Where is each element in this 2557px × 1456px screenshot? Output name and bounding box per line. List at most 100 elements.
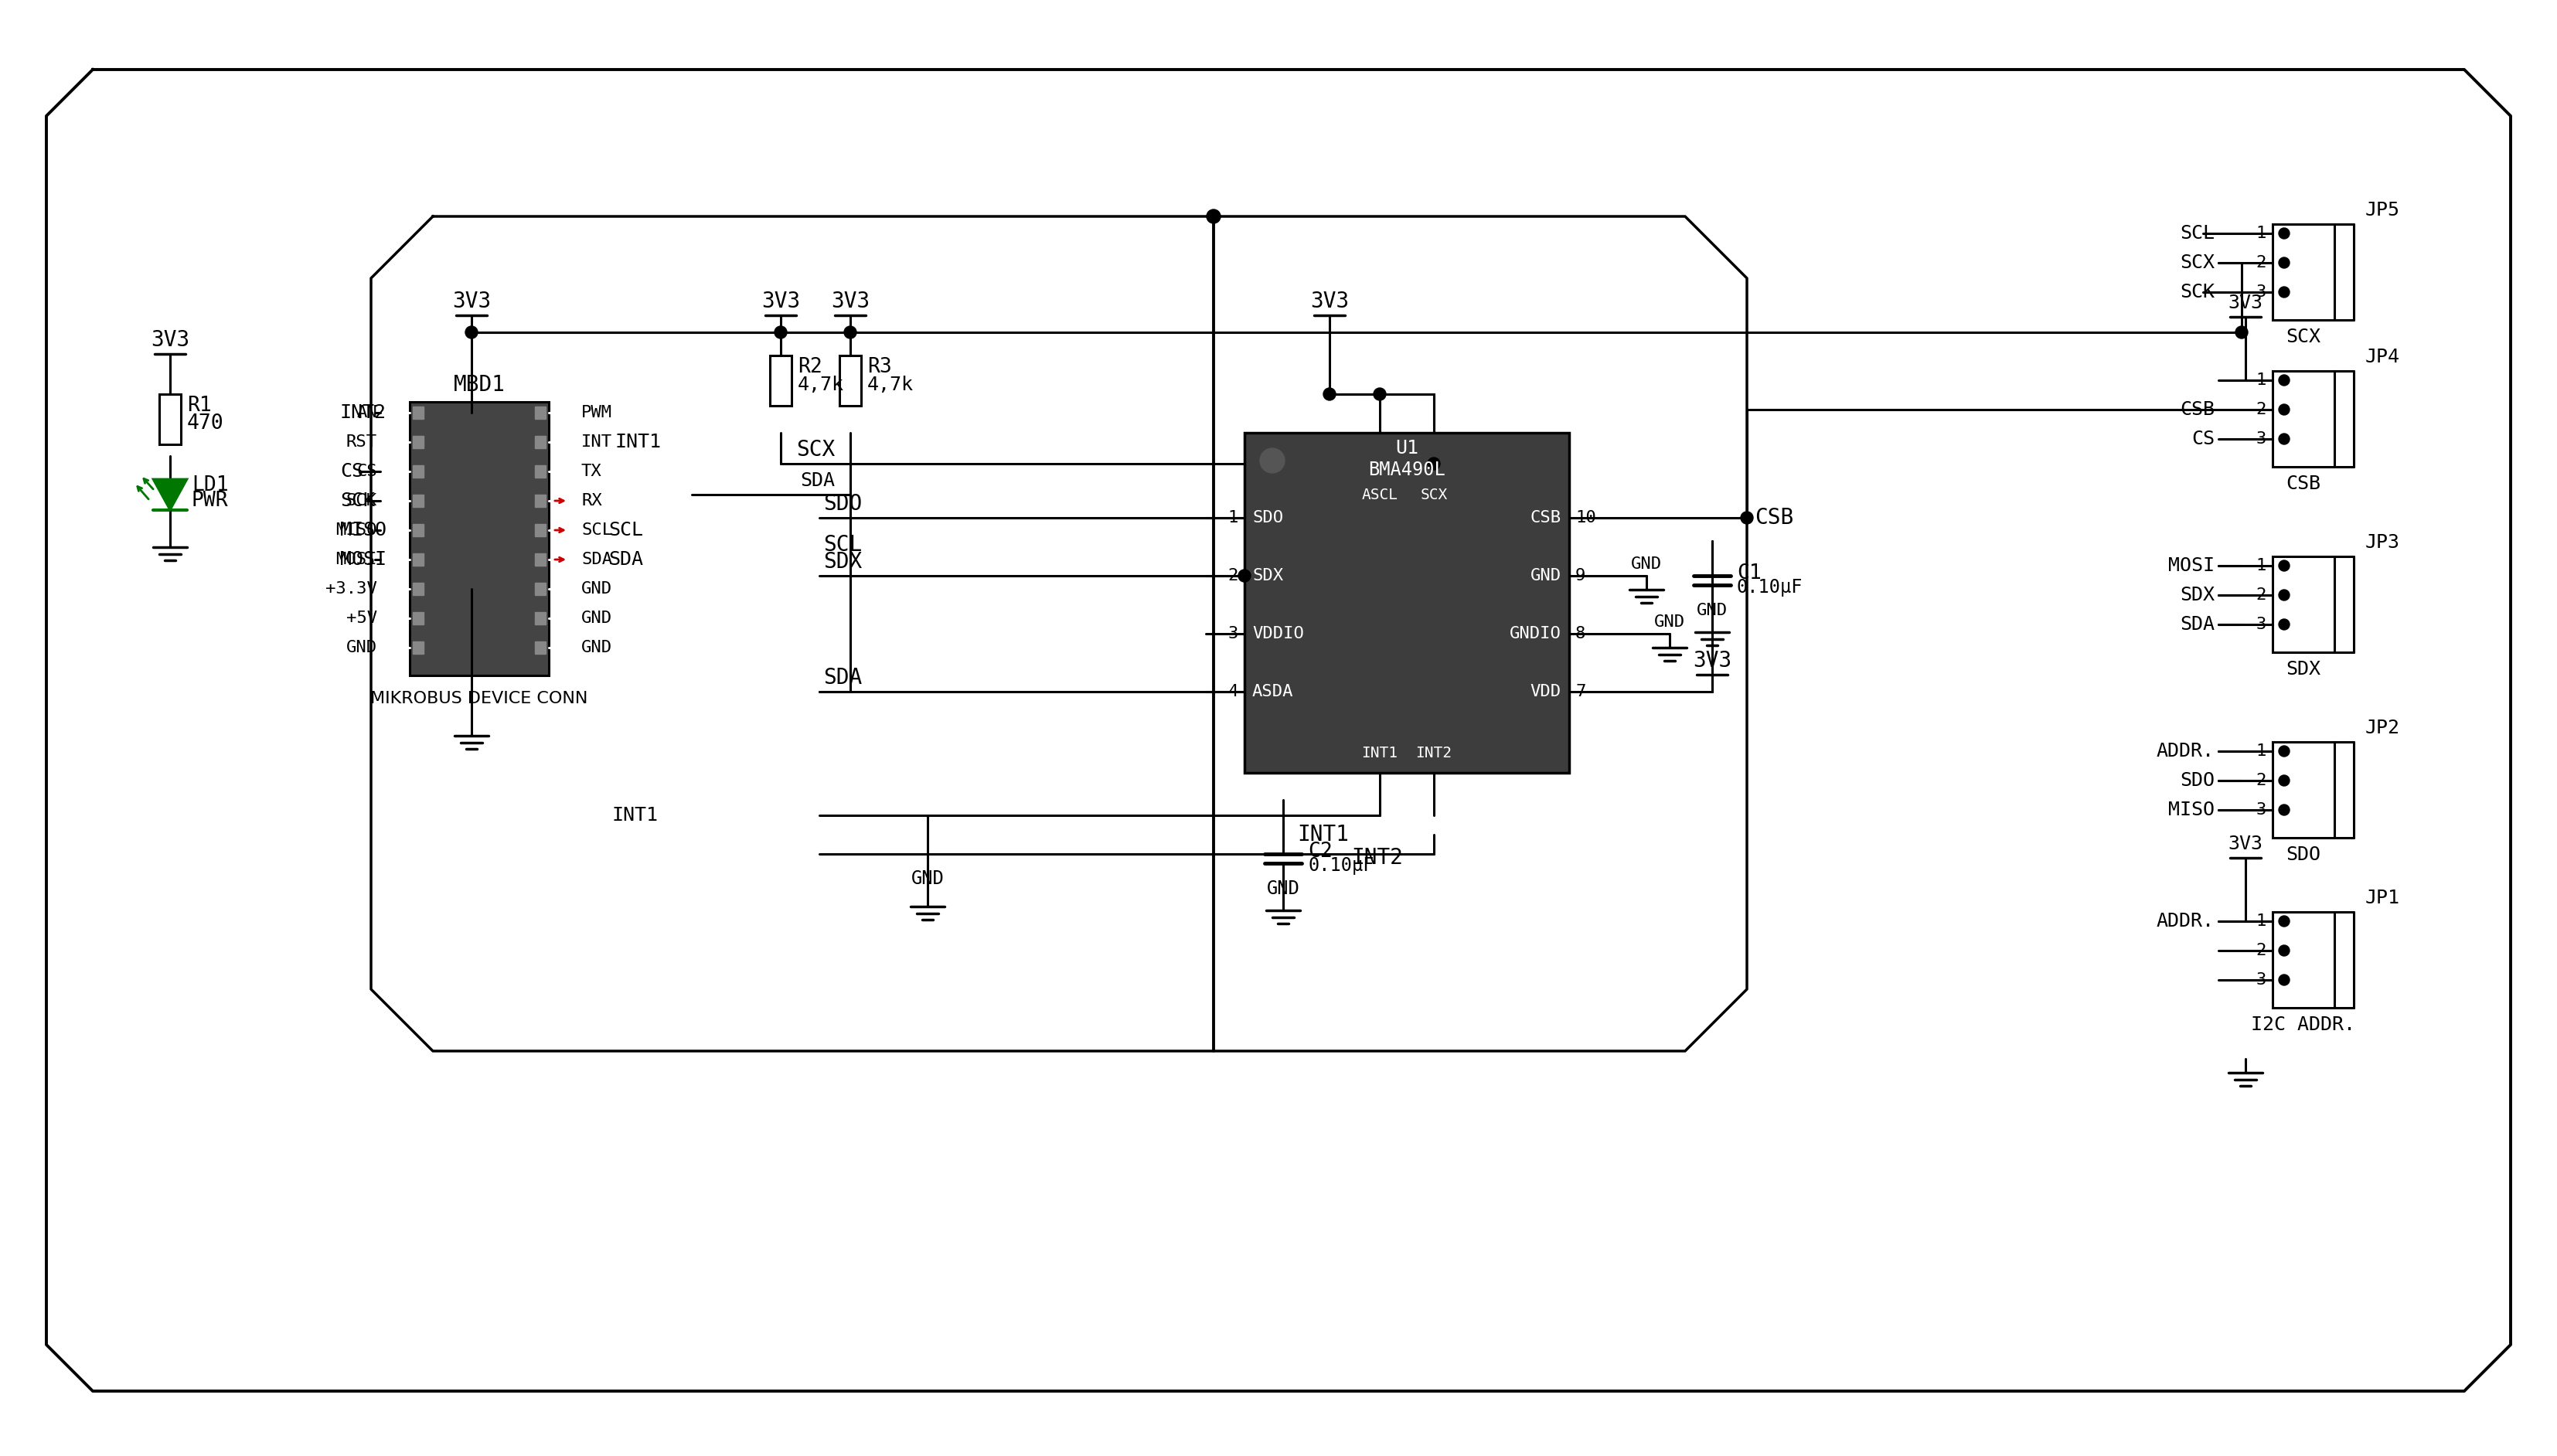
Bar [412,406,424,419]
Text: +3.3V: +3.3V [325,581,378,597]
Text: INT1: INT1 [611,807,660,824]
Text: SDO: SDO [2179,772,2214,789]
Bar [412,582,424,596]
Text: 1: 1 [2255,373,2266,387]
Text: SCK: SCK [340,492,376,510]
Text: RX: RX [580,494,601,508]
Text: 2: 2 [1227,568,1238,584]
Text: 3V3: 3V3 [453,291,491,312]
Text: 0.10μF: 0.10μF [1736,578,1803,597]
Text: 4: 4 [1227,684,1238,699]
Text: 3: 3 [2255,617,2266,632]
Text: GND: GND [345,639,378,655]
Bar [2273,743,2335,837]
Text: LD1: LD1 [192,475,228,495]
Circle shape [2278,916,2289,926]
Text: 1: 1 [2255,226,2266,242]
Text: ASCL: ASCL [1360,488,1399,502]
Text: 1: 1 [2255,744,2266,759]
Bar [2273,224,2335,320]
Bar [534,495,545,507]
Circle shape [1325,387,1335,400]
Text: SCX: SCX [795,438,836,460]
Text: MOSI: MOSI [2168,556,2214,575]
Circle shape [2278,805,2289,815]
Text: JP2: JP2 [2365,719,2401,737]
Bar [2273,371,2335,467]
Text: 7: 7 [1575,684,1585,699]
Text: INT2: INT2 [1350,847,1404,869]
Text: CSB: CSB [1754,507,1792,529]
Text: GND: GND [1631,556,1662,572]
Text: TX: TX [580,463,601,479]
Text: U1: U1 [1396,438,1419,457]
Text: C1: C1 [1736,563,1762,584]
Circle shape [2278,434,2289,444]
Bar [412,466,424,478]
Bar [412,524,424,536]
Text: 3: 3 [2255,284,2266,300]
Text: 9: 9 [1575,568,1585,584]
Text: RST: RST [345,434,378,450]
Text: SCL: SCL [580,523,611,537]
Bar [534,435,545,448]
Text: SDX: SDX [2179,585,2214,604]
Text: INT2: INT2 [340,403,386,422]
Text: ADDR.: ADDR. [2156,911,2214,930]
Text: SCX: SCX [2286,328,2322,347]
Text: 3V3: 3V3 [2227,294,2263,312]
Text: 1: 1 [1227,510,1238,526]
Text: 2: 2 [2255,255,2266,271]
Circle shape [1427,457,1440,470]
Text: CSB: CSB [2179,400,2214,419]
Text: 2: 2 [2255,773,2266,788]
Text: 2: 2 [2255,587,2266,603]
Text: GND: GND [580,581,611,597]
Text: 3: 3 [2255,802,2266,818]
Text: 2: 2 [2255,402,2266,418]
Text: R3: R3 [867,357,892,377]
Text: INT: INT [580,434,611,450]
Text: GNDIO: GNDIO [1509,626,1562,642]
Text: SDO: SDO [823,494,862,515]
Text: VDDIO: VDDIO [1253,626,1304,642]
Circle shape [2235,326,2248,338]
Text: 0.10μF: 0.10μF [1307,856,1373,875]
Circle shape [1261,448,1284,473]
Bar [2273,556,2335,652]
Text: GND: GND [1532,568,1562,584]
Text: AN: AN [355,405,378,421]
Text: C2: C2 [1307,842,1332,862]
Circle shape [2278,974,2289,986]
Bar [839,355,862,406]
Bar [2273,911,2335,1008]
Text: MIKROBUS DEVICE CONN: MIKROBUS DEVICE CONN [371,692,588,706]
Text: R1: R1 [187,396,212,416]
Text: SCX: SCX [1419,488,1447,502]
Text: 2: 2 [2255,943,2266,958]
Circle shape [465,326,478,338]
Text: INT1: INT1 [1296,824,1350,846]
Circle shape [1373,387,1386,400]
Circle shape [1238,569,1250,582]
Text: 3V3: 3V3 [1309,291,1350,312]
Text: MOSI: MOSI [340,550,386,569]
Bar [534,406,545,419]
Text: PWM: PWM [580,405,611,421]
Text: JP5: JP5 [2365,201,2401,220]
Bar [412,642,424,654]
Text: SDA: SDA [609,550,644,569]
Text: SCK: SCK [345,494,378,508]
Bar [534,612,545,625]
Text: MISO: MISO [2168,801,2214,820]
Text: MBD1: MBD1 [453,374,506,396]
Bar [534,553,545,566]
Bar [534,524,545,536]
Text: 1: 1 [2255,913,2266,929]
Text: SDA: SDA [823,667,862,689]
Text: 8: 8 [1575,626,1585,642]
Text: 4,7k: 4,7k [798,376,844,395]
Text: SCX: SCX [2179,253,2214,272]
Text: PWR: PWR [192,491,228,511]
Text: SDX: SDX [1253,568,1284,584]
